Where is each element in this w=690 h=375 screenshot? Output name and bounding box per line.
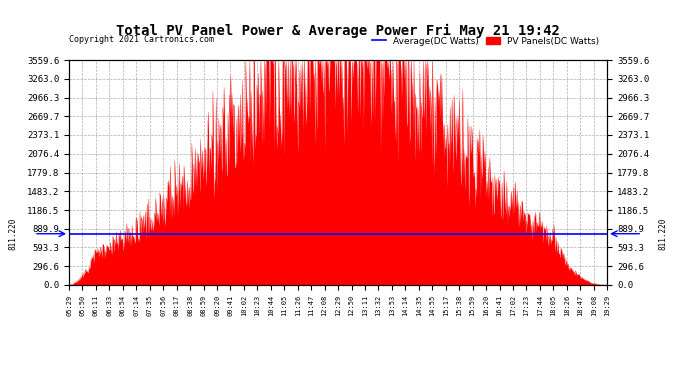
Title: Total PV Panel Power & Average Power Fri May 21 19:42: Total PV Panel Power & Average Power Fri… — [116, 24, 560, 38]
Legend: Average(DC Watts), PV Panels(DC Watts): Average(DC Watts), PV Panels(DC Watts) — [368, 33, 602, 49]
Text: 811.220: 811.220 — [9, 217, 18, 250]
Text: Copyright 2021 Cartronics.com: Copyright 2021 Cartronics.com — [69, 35, 214, 44]
Text: 811.220: 811.220 — [658, 217, 667, 250]
